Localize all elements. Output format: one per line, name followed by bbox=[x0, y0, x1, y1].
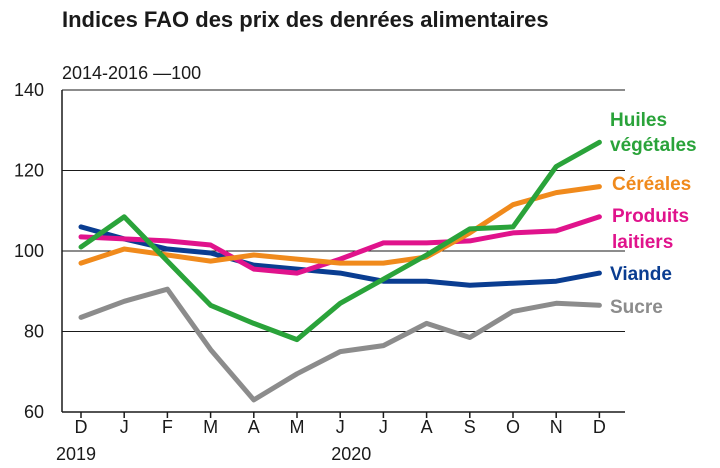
series-label-produits-laitiers-0: Produits bbox=[612, 206, 689, 227]
series-label-produits-laitiers-1: laitiers bbox=[612, 232, 673, 253]
x-tick-label-12: D bbox=[593, 417, 606, 437]
series-label-huiles-vegetales-0: Huiles bbox=[610, 110, 667, 131]
series-label-viande-0: Viande bbox=[610, 264, 672, 285]
x-tick-label-5: M bbox=[290, 417, 305, 437]
chart-title: Indices FAO des prix des denrées aliment… bbox=[62, 7, 549, 32]
x-tick-label-4: A bbox=[248, 417, 260, 437]
series-label-huiles-vegetales-1: végétales bbox=[610, 135, 697, 156]
year-label-2019: 2019 bbox=[56, 444, 96, 464]
year-label-2020: 2020 bbox=[331, 444, 371, 464]
y-tick-label-100: 100 bbox=[14, 241, 44, 261]
x-tick-label-0: D bbox=[75, 417, 88, 437]
y-axis-ticks: 60 80 100 120 140 bbox=[14, 80, 44, 422]
y-tick-label-140: 140 bbox=[14, 80, 44, 100]
year-labels: 2019 2020 bbox=[56, 444, 371, 464]
x-tick-label-3: M bbox=[203, 417, 218, 437]
x-tick-label-8: A bbox=[421, 417, 433, 437]
x-tick-label-6: J bbox=[336, 417, 345, 437]
series-line-viande bbox=[78, 224, 602, 288]
series-line-cereales bbox=[78, 184, 602, 266]
series-line-produits-laitiers bbox=[78, 214, 602, 276]
x-tick-label-11: N bbox=[550, 417, 563, 437]
series-label-cereales-0: Céréales bbox=[612, 174, 691, 195]
series-line-huiles-vegetales bbox=[78, 139, 602, 343]
x-tick-label-10: O bbox=[506, 417, 520, 437]
x-tick-label-2: F bbox=[162, 417, 173, 437]
y-tick-label-120: 120 bbox=[14, 161, 44, 181]
x-tick-label-7: J bbox=[379, 417, 388, 437]
series-labels: Sucre Viande Produits laitiers Céréales Huile… bbox=[610, 110, 697, 318]
y-tick-label-80: 80 bbox=[24, 322, 44, 342]
x-tick-label-1: J bbox=[120, 417, 129, 437]
x-tick-label-9: S bbox=[464, 417, 476, 437]
series-lines bbox=[78, 139, 602, 403]
y-tick-label-60: 60 bbox=[24, 402, 44, 422]
chart-subtitle: 2014-2016 —100 bbox=[62, 63, 201, 83]
series-line-sucre bbox=[78, 286, 602, 403]
series-label-sucre-0: Sucre bbox=[610, 297, 663, 318]
